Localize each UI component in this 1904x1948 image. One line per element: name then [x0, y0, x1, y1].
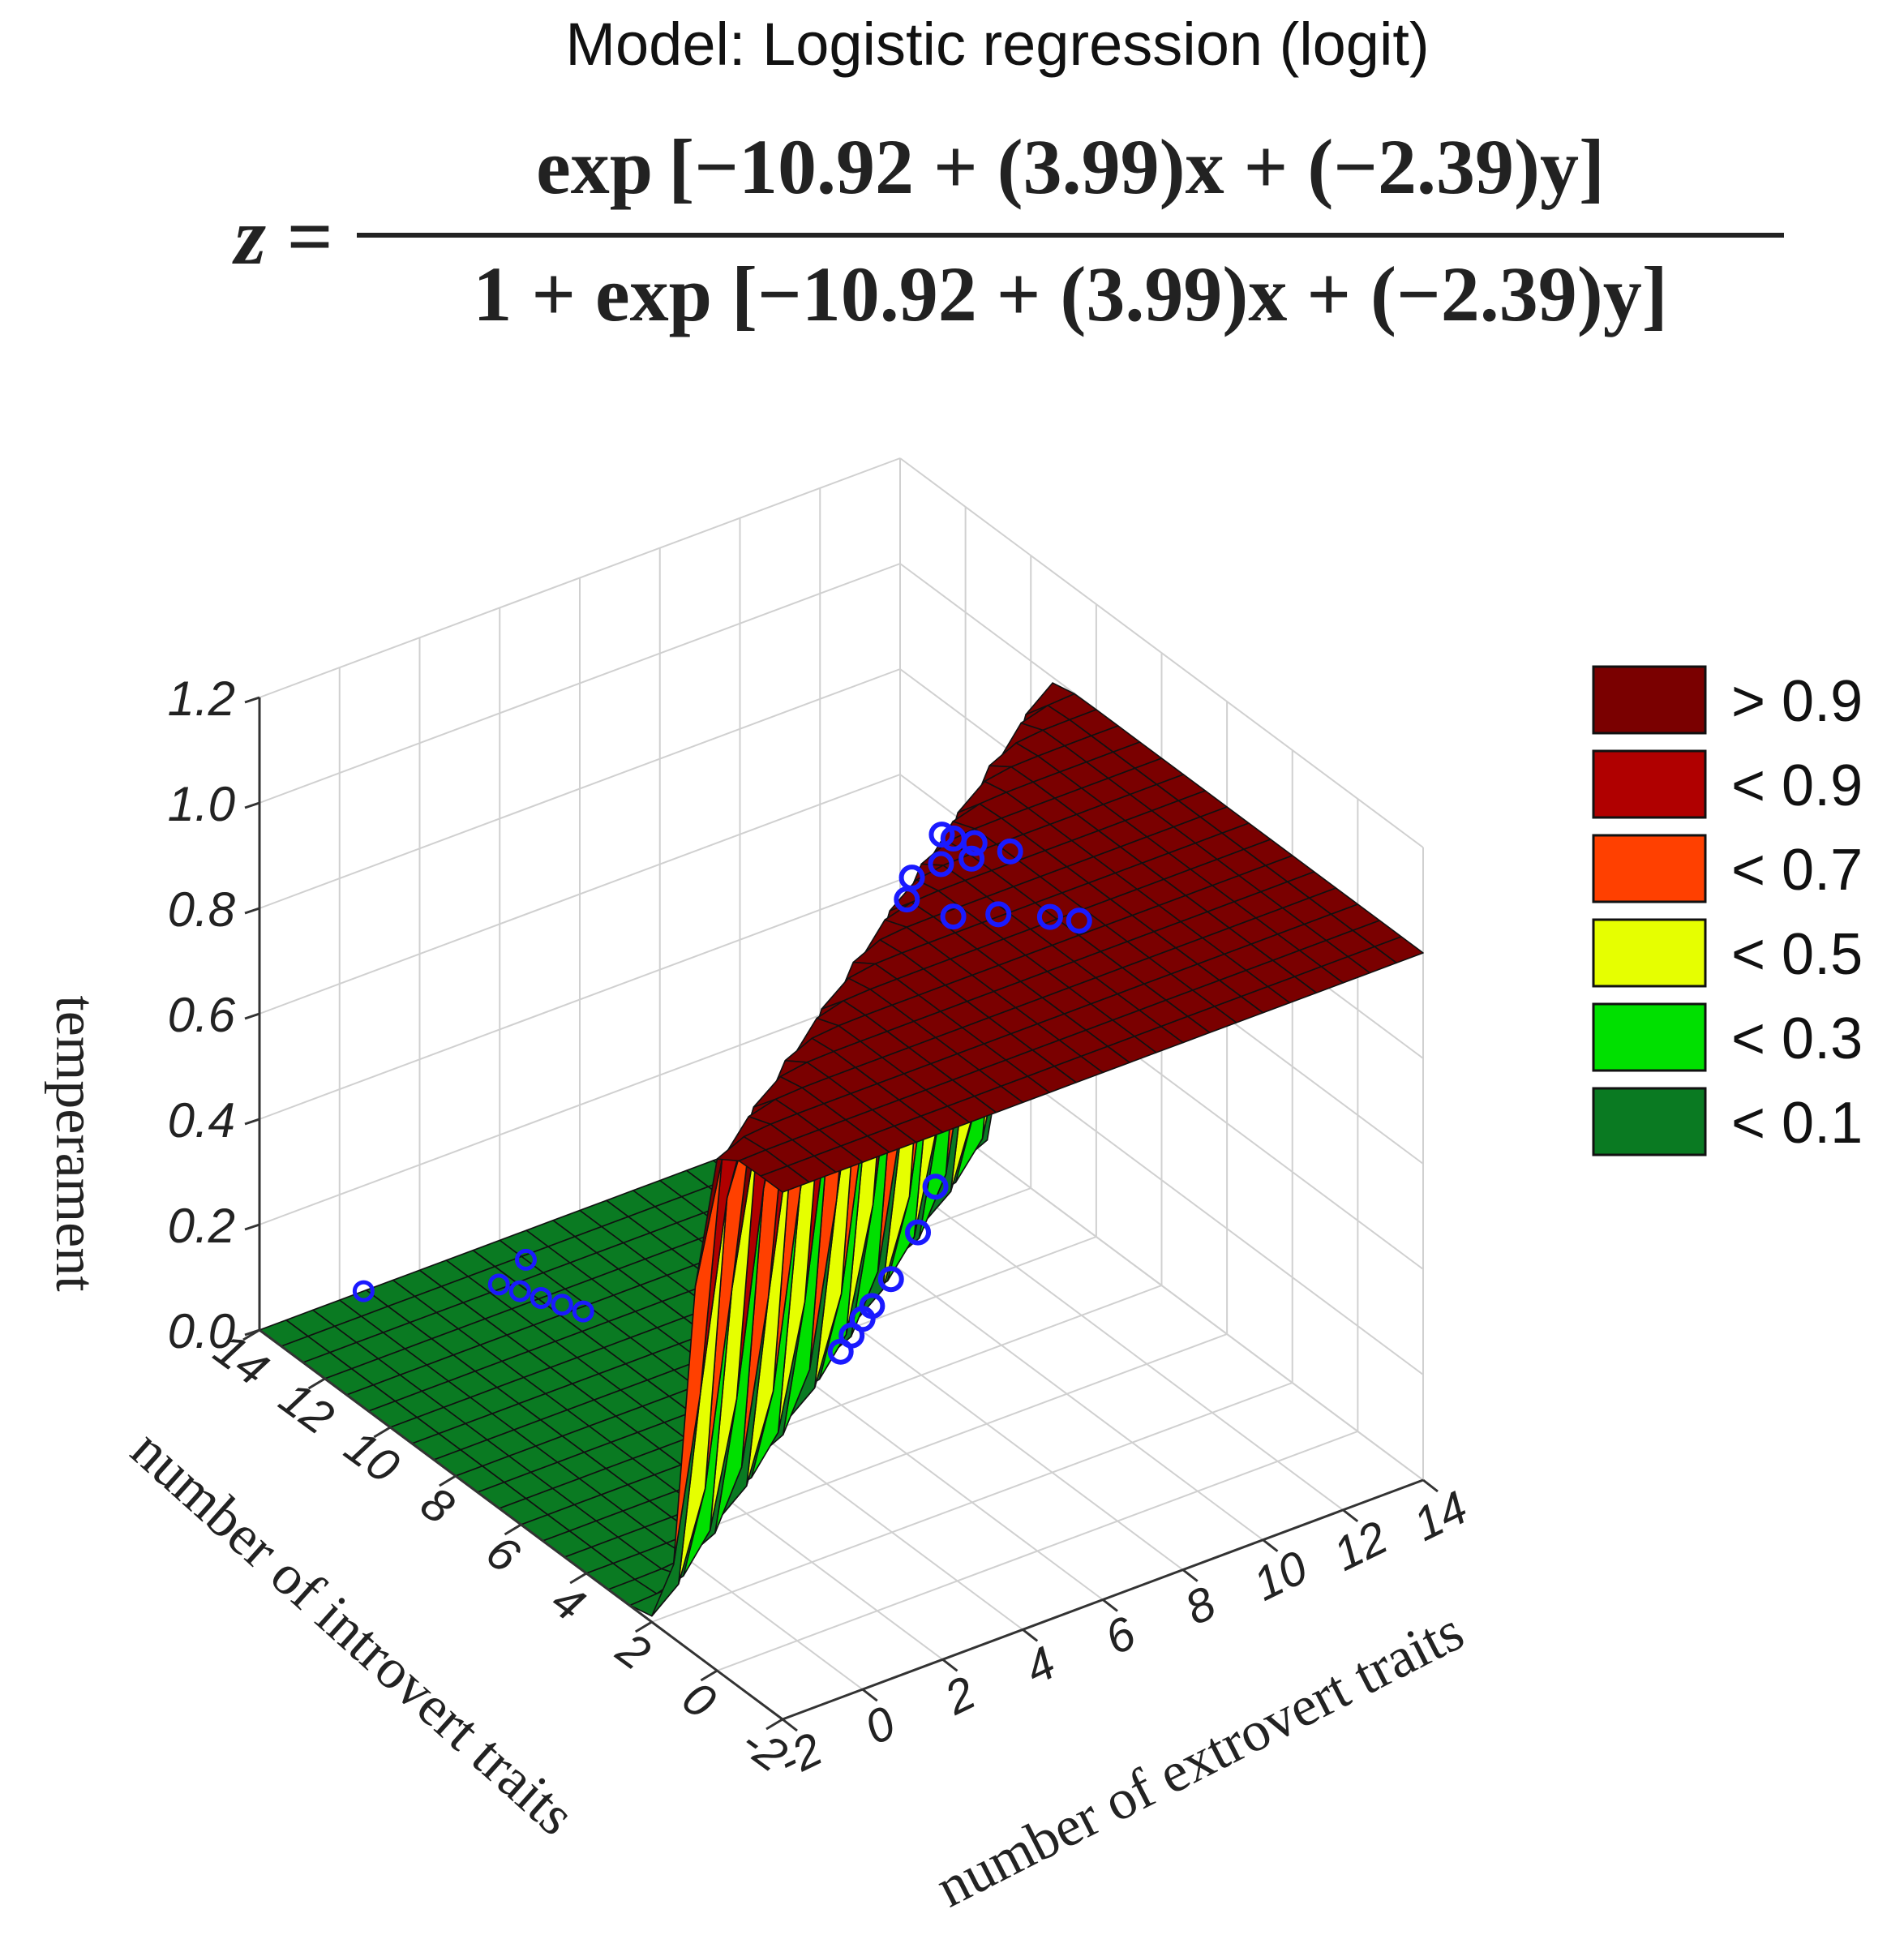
- y-tick-mark-3: [569, 1572, 587, 1585]
- equation-numerator: exp [−10.92 + (3.99)x + (−2.39)y]: [536, 123, 1605, 210]
- data-point-low-4: [572, 1300, 594, 1323]
- legend-label-5: < 0.1: [1731, 1091, 1863, 1156]
- y-tick-mark-5: [439, 1474, 457, 1487]
- z-tick-mark-5: [244, 801, 260, 809]
- x-tick-mark-8: [1422, 1478, 1439, 1493]
- grid-line-left-h-5: [259, 563, 901, 804]
- y-tick-mark-1: [700, 1669, 718, 1682]
- data-point-high-14: [985, 901, 1012, 928]
- z-tick-mark-2: [244, 1118, 260, 1126]
- y-tick-label-4: 6: [477, 1525, 530, 1583]
- x-tick-label-6: 10: [1246, 1541, 1315, 1611]
- legend-swatch-0: [1592, 665, 1707, 735]
- grid-line-left-h-1: [259, 985, 901, 1225]
- x-tick-label-2: 2: [936, 1666, 983, 1725]
- data-point-low-3: [551, 1294, 573, 1316]
- x-tick-label-8: 14: [1405, 1481, 1475, 1551]
- z-axis-title: temperament: [44, 995, 106, 1292]
- y-tick-mark-7: [307, 1377, 326, 1390]
- data-point-high-4: [877, 1266, 904, 1293]
- legend-label-2: < 0.7: [1731, 838, 1863, 903]
- legend-label-3: < 0.5: [1731, 922, 1863, 987]
- data-point-low-6: [352, 1280, 375, 1302]
- z-tick-label-6: 1.2: [168, 672, 235, 726]
- z-tick-mark-1: [244, 1223, 260, 1231]
- legend: > 0.9 < 0.9 < 0.7 < 0.5 < 0.3 < 0.1: [1592, 665, 1863, 1156]
- z-tick-mark-4: [244, 907, 260, 915]
- x-tick-mark-0: [782, 1718, 798, 1732]
- grid-line-left-h-3: [259, 774, 901, 1015]
- grid-line-floor-y-0: [899, 1090, 1424, 1481]
- z-tick-label-0: 0.0: [168, 1304, 235, 1358]
- data-point-high-12: [958, 845, 985, 872]
- data-point-high-15: [1036, 903, 1063, 930]
- surface-cell-23-23: [760, 1165, 810, 1193]
- x-tick-label-1: 0: [856, 1696, 903, 1755]
- data-point-high-3: [859, 1293, 886, 1319]
- z-tick-label-3: 0.6: [168, 988, 236, 1042]
- data-point-high-17: [928, 822, 955, 848]
- data-point-high-8: [898, 865, 925, 891]
- z-tick-mark-3: [244, 1012, 260, 1020]
- data-point-low-2: [530, 1286, 552, 1309]
- x-tick-mark-1: [861, 1688, 878, 1702]
- grid-line-left-h-2: [259, 879, 901, 1120]
- x-tick-label-7: 12: [1325, 1511, 1395, 1581]
- data-point-high-2: [827, 1338, 854, 1365]
- equation: z = exp [−10.92 + (3.99)x + (−2.39)y] 1 …: [232, 123, 1784, 337]
- y-tick-label-2: 2: [607, 1622, 659, 1680]
- data-point-high-16: [1066, 907, 1092, 934]
- y-tick-mark-0: [765, 1718, 783, 1731]
- legend-swatch-3: [1592, 918, 1707, 988]
- y-tick-mark-8: [242, 1328, 260, 1341]
- grid-line-left-h-4: [259, 668, 901, 909]
- y-tick-mark-6: [373, 1426, 392, 1439]
- z-tick-mark-6: [244, 696, 260, 704]
- chart-title: Model: Logistic regression (logit): [565, 11, 1429, 78]
- data-point-high-6: [922, 1174, 949, 1200]
- x-tick-mark-4: [1102, 1598, 1118, 1612]
- z-tick-label-2: 0.4: [168, 1093, 235, 1148]
- data-point-high-13: [940, 903, 967, 930]
- legend-swatch-1: [1592, 749, 1707, 819]
- data-point-low-5: [515, 1248, 537, 1271]
- legend-swatch-5: [1592, 1087, 1707, 1156]
- z-tick-label-1: 0.2: [168, 1199, 235, 1253]
- data-point-high-11: [961, 830, 988, 856]
- x-tick-mark-5: [1181, 1568, 1199, 1582]
- x-tick-mark-6: [1262, 1538, 1279, 1552]
- x-tick-label-5: 8: [1177, 1577, 1223, 1636]
- legend-swatch-4: [1592, 1002, 1707, 1072]
- x-tick-mark-2: [941, 1658, 958, 1672]
- equation-lhs: z =: [232, 191, 332, 281]
- data-point-low-1: [508, 1280, 531, 1302]
- z-tick-label-5: 1.0: [168, 777, 235, 831]
- grid-line-left-h-6: [259, 457, 901, 698]
- equation-denominator: 1 + exp [−10.92 + (3.99)x + (−2.39)y]: [473, 251, 1667, 337]
- y-tick-mark-4: [504, 1523, 522, 1536]
- data-point-low-0: [487, 1273, 510, 1296]
- y-tick-label-5: 8: [411, 1476, 463, 1534]
- legend-label-4: < 0.3: [1731, 1006, 1863, 1071]
- data-point-high-5: [905, 1219, 931, 1246]
- legend-label-1: < 0.9: [1731, 753, 1863, 818]
- legend-label-0: > 0.9: [1731, 669, 1863, 734]
- x-tick-label-3: 4: [1017, 1637, 1063, 1696]
- surface-layer: [259, 682, 1424, 1617]
- y-tick-label-3: 4: [542, 1573, 594, 1632]
- z-tick-label-4: 0.8: [168, 882, 236, 937]
- grid-line-right-h-6: [899, 457, 1424, 848]
- y-tick-mark-2: [634, 1620, 653, 1633]
- data-point-high-18: [997, 838, 1023, 865]
- x-tick-mark-3: [1022, 1628, 1039, 1642]
- data-point-high-9: [928, 851, 954, 877]
- y-tick-label-1: 0: [673, 1671, 725, 1729]
- x-axis-title: number of extrovert traits: [927, 1600, 1473, 1920]
- x-tick-label-4: 6: [1097, 1606, 1144, 1665]
- x-tick-mark-7: [1342, 1508, 1359, 1523]
- title-layer: Model: Logistic regression (logit): [565, 11, 1429, 78]
- legend-swatch-2: [1592, 834, 1707, 903]
